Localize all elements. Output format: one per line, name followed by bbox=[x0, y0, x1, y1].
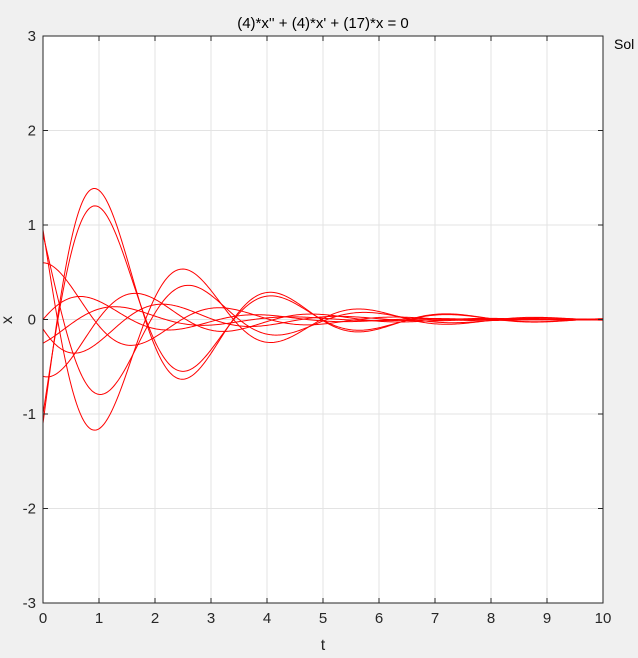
x-tick-label: 1 bbox=[95, 610, 103, 627]
x-axis-ticks: 0 1 2 3 4 5 6 7 8 9 10 bbox=[39, 36, 612, 627]
axes[interactable]: 0 1 2 3 4 5 6 7 8 9 10 -3 -2 -1 0 1 2 3 bbox=[23, 28, 612, 627]
solution-curves bbox=[42, 187, 604, 431]
x-tick-label: 9 bbox=[543, 610, 551, 627]
solution-curve-8 bbox=[42, 303, 603, 354]
x-tick-label: 6 bbox=[375, 610, 383, 627]
x-tick-label: 2 bbox=[151, 610, 159, 627]
x-tick-label: 3 bbox=[207, 610, 215, 627]
y-tick-label: 1 bbox=[28, 217, 36, 234]
y-tick-label: -1 bbox=[23, 406, 36, 423]
x-tick-label: 4 bbox=[263, 610, 271, 627]
y-axis-ticks: -3 -2 -1 0 1 2 3 bbox=[23, 28, 603, 612]
x-axis-label: t bbox=[321, 637, 326, 654]
y-tick-label: -3 bbox=[23, 595, 36, 612]
y-tick-label: 0 bbox=[28, 312, 36, 329]
y-axis-label: x bbox=[0, 316, 16, 324]
legend-label: Sol bbox=[614, 36, 634, 52]
solution-curve-9 bbox=[42, 295, 603, 331]
chart-title: (4)*x'' + (4)*x' + (17)*x = 0 bbox=[237, 15, 409, 32]
y-tick-label: -2 bbox=[23, 501, 36, 518]
x-tick-label: 5 bbox=[319, 610, 327, 627]
y-tick-label: 2 bbox=[28, 123, 36, 140]
x-tick-label: 0 bbox=[39, 610, 47, 627]
x-tick-label: 10 bbox=[595, 610, 612, 627]
x-tick-label: 8 bbox=[487, 610, 495, 627]
y-tick-label: 3 bbox=[28, 28, 36, 45]
x-tick-label: 7 bbox=[431, 610, 439, 627]
solution-curve-6 bbox=[42, 205, 604, 415]
